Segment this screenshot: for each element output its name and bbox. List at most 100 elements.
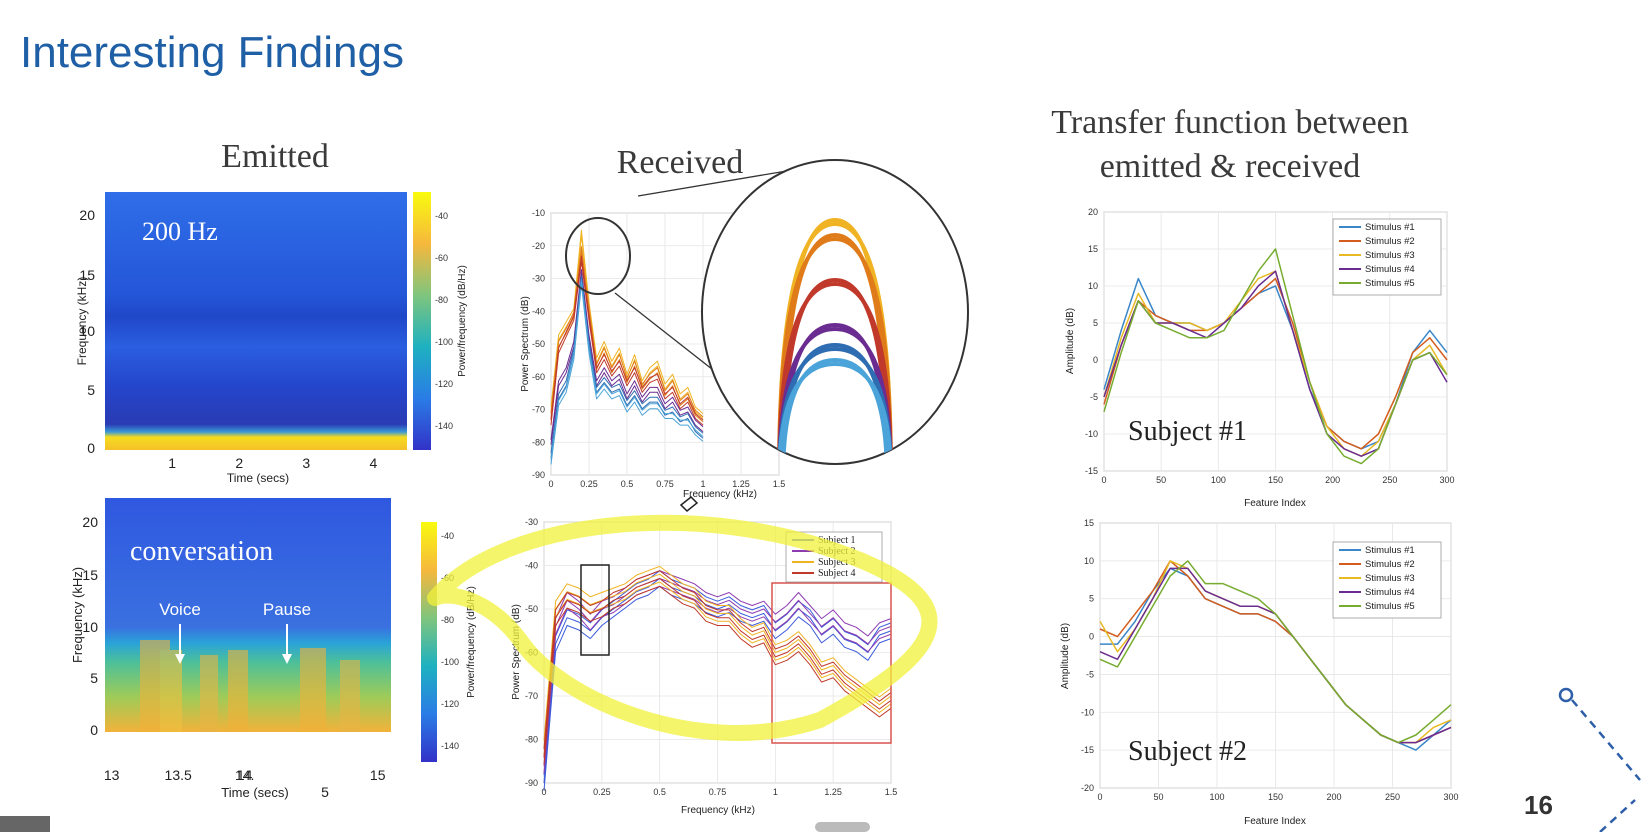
spec1-ytick-20: 20 [79, 207, 95, 223]
ytick-label: 10 [1084, 556, 1094, 566]
ytick-label: -60 [532, 372, 545, 382]
legend-entry: Stimulus #1 [1365, 222, 1415, 233]
zoom-peak-2 [777, 236, 893, 464]
spec2-ytick-20: 20 [82, 514, 98, 530]
received1-ylabel: Power Spectrum (dB) [520, 296, 531, 392]
caption-transfer-line2: emitted & received [1099, 148, 1361, 185]
transfer1-ylabel: Amplitude (dB) [1065, 308, 1076, 374]
slide-title: Interesting Findings [20, 28, 404, 77]
yellow-highlight-stroke [427, 514, 938, 741]
xtick-label: 250 [1382, 475, 1397, 485]
spec1-colorbar-label: Power/frequency (dB/Hz) [457, 265, 468, 377]
xtick-label: 13.5 [165, 767, 192, 783]
spec1-ytick-15: 15 [79, 267, 95, 283]
series-line-1 [543, 585, 892, 791]
xtick-label: 100 [1209, 792, 1224, 802]
zoom-peak-6 [781, 357, 889, 464]
spec2-overlay-label: conversation [130, 536, 273, 567]
xtick-label: 0 [1101, 475, 1106, 485]
voice-arrowhead [175, 654, 185, 664]
xtick-label: 14 [237, 767, 253, 783]
series-line-3 [550, 260, 704, 426]
corner-dashed-line-2 [1599, 799, 1636, 832]
ytick-label: 5 [1089, 594, 1094, 604]
series-line-3 [543, 581, 892, 757]
caption-emitted: Emitted [221, 138, 329, 175]
ytick-label: -20 [1081, 783, 1094, 793]
xtick-label: 0.75 [656, 479, 674, 489]
xtick-label: 300 [1439, 475, 1454, 485]
ytick-label: -10 [532, 208, 545, 218]
series-line-1 [543, 570, 892, 776]
colorbar-tick: -60 [435, 253, 448, 263]
series-line-3 [543, 573, 892, 749]
zoom-peak-3 [781, 277, 889, 464]
legend-entry: Stimulus #2 [1365, 236, 1415, 247]
ytick-label: -90 [532, 470, 545, 480]
xtick-label: 13 [104, 767, 120, 783]
ytick-label: -90 [525, 778, 538, 788]
spec1-ytick-0: 0 [87, 440, 95, 456]
pen-cursor-icon [679, 495, 699, 513]
ytick-label: 5 [1093, 318, 1098, 328]
spec2-colorbar [421, 522, 437, 762]
series-line-2 [1103, 277, 1448, 450]
legend-entry: Stimulus #3 [1365, 250, 1415, 261]
xtick-label: 0 [1097, 792, 1102, 802]
series-line-5 [1099, 560, 1452, 744]
transfer2-overlay-label: Subject #2 [1128, 736, 1247, 767]
colorbar-tick: -40 [435, 211, 448, 221]
spec1-ytick-10: 10 [79, 323, 95, 339]
series-line-4 [543, 570, 892, 750]
ytick-label: 0 [1093, 355, 1098, 365]
ytick-label: -40 [525, 561, 538, 571]
xtick-label: 0.75 [709, 787, 727, 797]
spec1-colorbar [413, 192, 431, 450]
xtick-label: 50 [1156, 475, 1166, 485]
xtick-label: 0.25 [593, 787, 611, 797]
legend-entry: Subject 1 [818, 535, 856, 546]
xtick-label: 200 [1325, 475, 1340, 485]
pause-arrowhead [282, 654, 292, 664]
xtick-label: 250 [1385, 792, 1400, 802]
low-freq-highlight-box [580, 564, 610, 656]
ytick-label: -80 [525, 735, 538, 745]
colorbar-tick: -120 [441, 699, 459, 709]
spec1-ytick-5: 5 [87, 382, 95, 398]
transfer2-xlabel: Feature Index [1244, 816, 1306, 827]
ytick-label: 15 [1088, 244, 1098, 254]
xtick-label: 100 [1211, 475, 1226, 485]
colorbar-tick: -140 [435, 421, 453, 431]
corner-node-icon [1558, 687, 1574, 703]
xtick-label: 200 [1326, 792, 1341, 802]
spec2-xtick-extra: 5 [321, 784, 329, 800]
received-conversation-plot: 0 0.25 0.5 0.75 1 1.25 1.5-30-40-50-60-70-80-9… [511, 517, 897, 816]
ytick-label: -5 [1090, 392, 1098, 402]
received2-xlabel: Frequency (kHz) [681, 805, 755, 816]
zoom-peak-3 [777, 281, 893, 464]
spec2-pause-annotation: Pause [263, 600, 311, 619]
ytick-label: -40 [532, 306, 545, 316]
xtick-label: 150 [1268, 475, 1283, 485]
spec2-ytick-10: 10 [82, 619, 98, 635]
ytick-label: -50 [532, 339, 545, 349]
legend-entry: Stimulus #5 [1365, 601, 1415, 612]
colorbar-tick: -100 [441, 657, 459, 667]
xtick-label: 1.25 [732, 479, 750, 489]
spectrogram-200hz: 20 15 10 5 0 1 2 3 4 Time (secs) Frequency … [75, 192, 468, 485]
slide-number: 16 [1524, 790, 1553, 820]
xtick-label: 0 [541, 787, 546, 797]
ytick-label: -20 [532, 241, 545, 251]
spec2-ytick-15: 15 [82, 567, 98, 583]
spec1-overlay-label: 200 Hz [142, 217, 218, 246]
spec2-ytick-5: 5 [90, 670, 98, 686]
xtick-label: 14. [235, 767, 254, 783]
ytick-label: -70 [532, 405, 545, 415]
xtick-label: 2 [235, 455, 243, 471]
xtick-label: 300 [1443, 792, 1458, 802]
legend-entry: Stimulus #2 [1365, 559, 1415, 570]
legend-entry: Stimulus #5 [1365, 278, 1415, 289]
legend-entry: Subject 3 [818, 557, 856, 568]
spec1-ylabel: Frequency (kHz) [75, 277, 89, 366]
